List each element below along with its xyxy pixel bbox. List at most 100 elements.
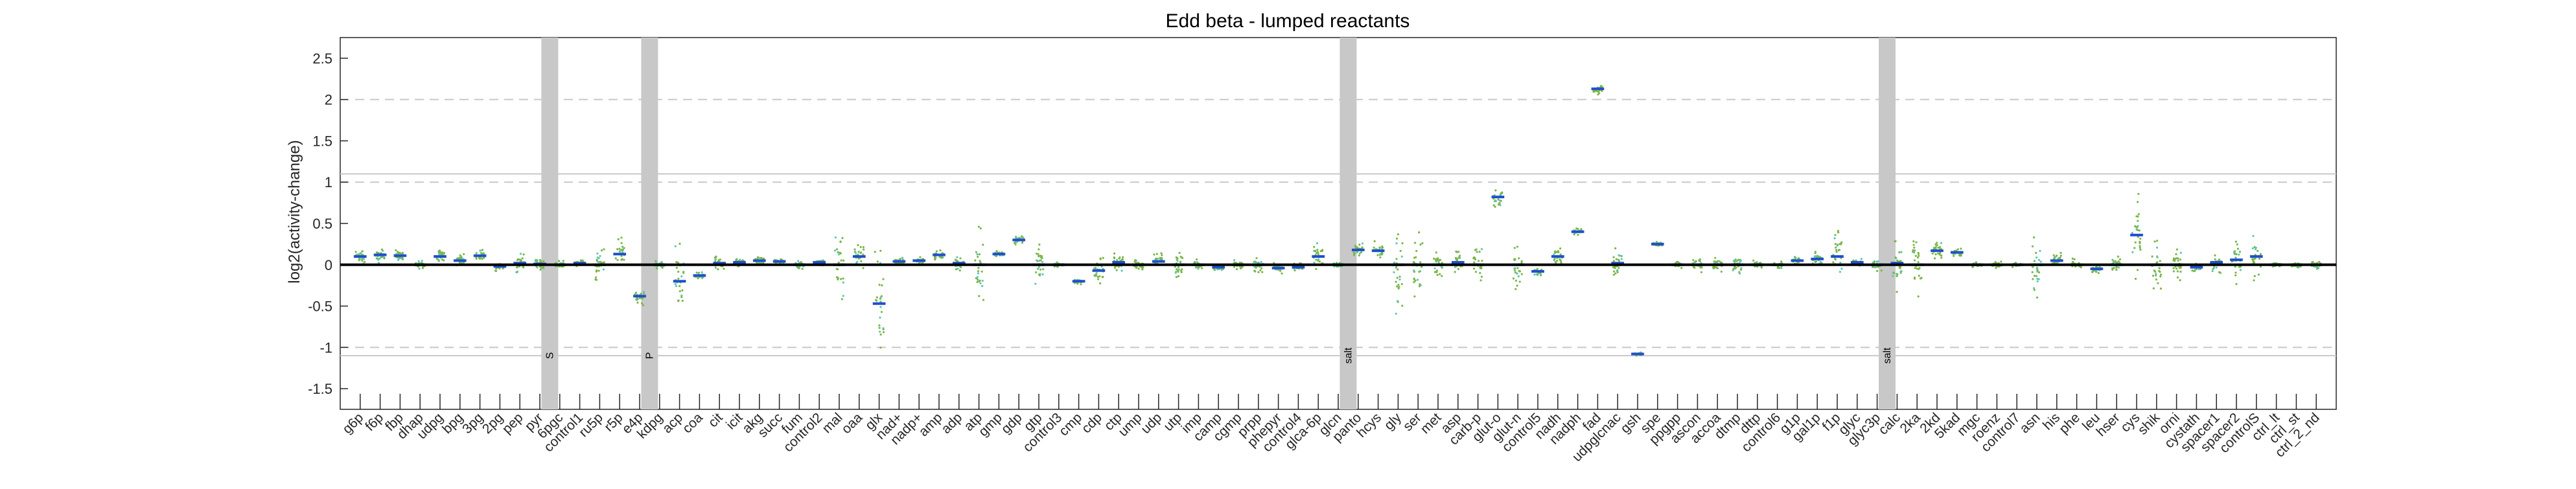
data-point xyxy=(2037,258,2041,262)
data-point xyxy=(837,251,839,254)
data-point xyxy=(461,256,463,259)
data-point xyxy=(1399,249,1402,252)
data-point xyxy=(1413,271,1416,273)
data-point xyxy=(1400,255,1403,258)
data-point xyxy=(1918,275,1920,277)
data-point xyxy=(1039,268,1042,271)
data-point xyxy=(1898,266,1901,269)
data-point xyxy=(1875,260,1878,263)
data-point xyxy=(1315,258,1317,261)
data-point xyxy=(1235,262,1238,264)
data-point xyxy=(2195,267,2198,271)
data-point xyxy=(1041,260,1044,264)
data-point xyxy=(1494,200,1497,203)
category-group xyxy=(1591,85,1605,96)
data-point xyxy=(800,261,802,264)
data-point xyxy=(1373,246,1375,249)
data-point xyxy=(842,281,844,284)
data-point xyxy=(853,248,856,251)
category-group xyxy=(2249,234,2263,282)
data-point xyxy=(1177,270,1179,273)
data-point xyxy=(2037,278,2040,280)
data-point xyxy=(1877,260,1880,263)
data-point xyxy=(1398,278,1401,281)
data-point xyxy=(614,257,617,260)
data-point xyxy=(381,255,384,258)
data-point xyxy=(1852,259,1855,262)
data-point xyxy=(1038,244,1041,246)
data-point xyxy=(1178,268,1180,271)
data-point xyxy=(1038,248,1040,251)
data-point xyxy=(2238,253,2240,256)
data-point xyxy=(542,260,545,262)
data-point xyxy=(1235,267,1238,271)
data-point xyxy=(1395,242,1398,245)
data-point xyxy=(475,257,478,260)
data-point xyxy=(1896,275,1898,278)
data-point xyxy=(1839,271,1842,273)
data-point xyxy=(1257,271,1260,273)
data-point xyxy=(2032,266,2034,268)
data-point xyxy=(2234,253,2236,255)
data-point xyxy=(1535,273,1538,276)
category-group xyxy=(1950,247,1964,257)
data-point xyxy=(717,268,719,271)
data-point xyxy=(2297,266,2300,269)
data-point xyxy=(1540,274,1542,277)
data-point xyxy=(958,269,961,272)
data-point xyxy=(701,271,703,274)
data-point xyxy=(1937,246,1940,249)
data-point xyxy=(682,271,685,274)
data-point xyxy=(1714,256,1717,259)
chart-title: Edd beta - lumped reactants xyxy=(1166,10,1410,32)
data-point xyxy=(1177,266,1180,268)
data-point xyxy=(2179,251,2182,254)
data-point xyxy=(2253,275,2256,277)
data-point xyxy=(1316,251,1319,253)
data-point xyxy=(1877,266,1879,268)
data-point xyxy=(2157,282,2159,284)
data-point xyxy=(634,293,636,295)
data-point xyxy=(1393,271,1395,273)
data-point xyxy=(842,295,844,297)
data-point xyxy=(1358,252,1362,255)
data-point xyxy=(1834,234,1837,236)
data-point xyxy=(1201,267,1203,269)
data-point xyxy=(1401,304,1404,307)
data-point xyxy=(1174,271,1177,274)
data-point xyxy=(1580,228,1583,231)
data-point xyxy=(1317,253,1320,256)
data-point xyxy=(1034,282,1037,285)
data-point xyxy=(1520,260,1523,262)
data-point xyxy=(1517,275,1520,278)
data-point xyxy=(2137,201,2139,203)
data-point xyxy=(1458,255,1461,257)
data-point xyxy=(439,253,442,256)
category-group xyxy=(613,236,627,262)
data-point xyxy=(879,249,882,252)
data-point xyxy=(835,276,839,279)
data-point xyxy=(2175,253,2177,256)
data-point xyxy=(879,306,882,308)
data-point xyxy=(539,260,542,263)
category-group xyxy=(353,250,367,265)
category-group xyxy=(933,249,946,261)
data-point xyxy=(1373,240,1376,243)
data-point xyxy=(598,269,600,272)
data-point xyxy=(1780,267,1783,269)
data-point xyxy=(1099,257,1102,260)
data-point xyxy=(1135,262,1137,264)
data-point xyxy=(935,250,938,253)
data-point xyxy=(981,285,984,288)
data-point xyxy=(1712,267,1715,269)
data-point xyxy=(1833,237,1836,240)
data-point xyxy=(680,294,683,297)
data-point xyxy=(1418,285,1421,288)
data-point xyxy=(1616,269,1619,271)
data-point xyxy=(1732,269,1734,271)
data-point xyxy=(1418,231,1421,234)
data-point xyxy=(417,260,420,263)
data-point xyxy=(364,260,366,263)
data-point xyxy=(1518,280,1521,283)
data-point xyxy=(1439,273,1441,275)
